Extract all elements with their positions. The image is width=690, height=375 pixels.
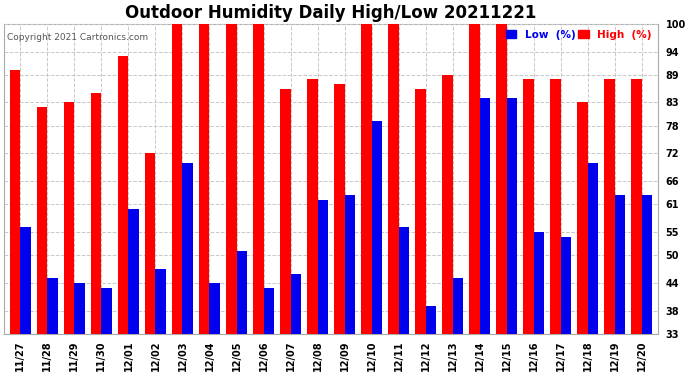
Bar xyxy=(199,24,210,334)
Bar xyxy=(253,24,264,334)
Bar xyxy=(48,278,58,334)
Bar xyxy=(642,195,652,334)
Bar xyxy=(307,79,317,334)
Title: Outdoor Humidity Daily High/Low 20211221: Outdoor Humidity Daily High/Low 20211221 xyxy=(126,4,537,22)
Bar xyxy=(21,228,30,334)
Legend: Low  (%), High  (%): Low (%), High (%) xyxy=(505,29,653,41)
Bar xyxy=(561,237,571,334)
Bar xyxy=(91,93,101,334)
Bar xyxy=(496,24,506,334)
Bar xyxy=(37,107,48,334)
Bar xyxy=(210,283,219,334)
Bar xyxy=(469,24,480,334)
Bar xyxy=(128,209,139,334)
Bar xyxy=(75,283,85,334)
Bar xyxy=(264,288,274,334)
Bar xyxy=(631,79,642,334)
Bar xyxy=(155,269,166,334)
Bar xyxy=(399,228,409,334)
Bar xyxy=(145,153,155,334)
Bar xyxy=(533,232,544,334)
Bar xyxy=(426,306,436,334)
Bar xyxy=(588,163,598,334)
Bar xyxy=(64,102,75,334)
Bar xyxy=(226,24,237,334)
Bar xyxy=(480,98,490,334)
Bar xyxy=(615,195,625,334)
Bar xyxy=(551,79,561,334)
Bar xyxy=(388,24,399,334)
Bar xyxy=(280,88,290,334)
Bar xyxy=(10,70,21,334)
Bar xyxy=(506,98,517,334)
Bar xyxy=(372,121,382,334)
Bar xyxy=(442,75,453,334)
Bar xyxy=(334,84,344,334)
Bar xyxy=(453,278,463,334)
Bar xyxy=(101,288,112,334)
Bar xyxy=(415,88,426,334)
Bar xyxy=(182,163,193,334)
Bar xyxy=(344,195,355,334)
Bar xyxy=(290,274,301,334)
Text: Copyright 2021 Cartronics.com: Copyright 2021 Cartronics.com xyxy=(8,33,148,42)
Bar xyxy=(172,24,182,334)
Bar xyxy=(317,200,328,334)
Bar xyxy=(237,251,247,334)
Bar xyxy=(578,102,588,334)
Bar xyxy=(524,79,533,334)
Bar xyxy=(362,24,372,334)
Bar xyxy=(118,56,128,334)
Bar xyxy=(604,79,615,334)
